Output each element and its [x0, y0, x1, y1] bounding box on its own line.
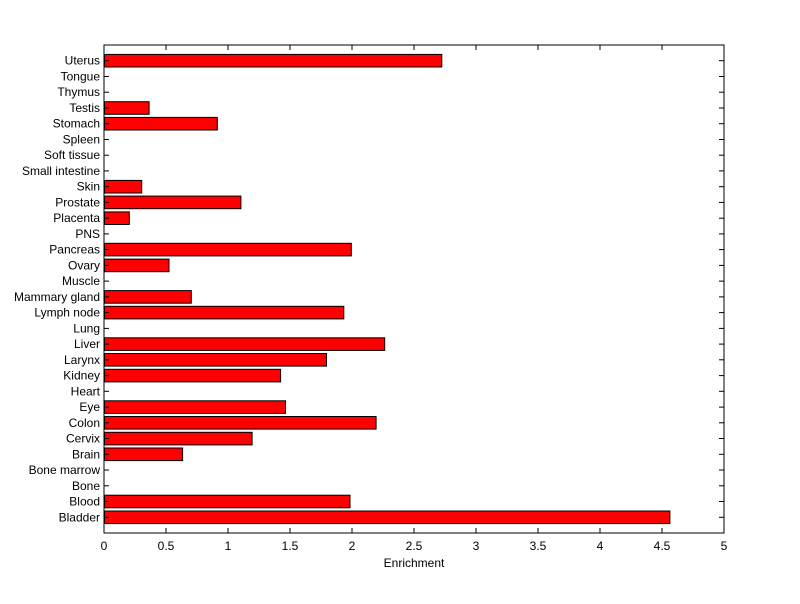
- x-tick-label: 0: [101, 539, 108, 553]
- y-tick-label: Bone: [72, 479, 100, 493]
- x-tick-label: 5: [721, 539, 728, 553]
- y-tick-label: Eye: [79, 400, 100, 414]
- y-tick-label: Skin: [77, 180, 100, 194]
- y-tick-label: Stomach: [53, 117, 100, 131]
- bar-lymph-node: [104, 305, 345, 320]
- y-tick-label: Lymph node: [34, 306, 100, 320]
- bar-larynx: [104, 353, 327, 367]
- y-tick-label: Blood: [69, 495, 100, 509]
- y-tick-label: Tongue: [61, 70, 101, 84]
- bar-skin: [104, 179, 143, 194]
- y-tick-label: Prostate: [55, 195, 100, 209]
- bar-liver: [104, 337, 386, 351]
- y-tick-label: Pancreas: [49, 243, 100, 257]
- x-axis-label: Enrichment: [384, 556, 445, 570]
- y-tick-label: Soft tissue: [44, 148, 100, 162]
- y-tick-label: Bladder: [59, 510, 100, 524]
- y-tick-label: Colon: [69, 416, 100, 430]
- bar-kidney: [104, 368, 282, 383]
- bar-ovary: [104, 258, 170, 273]
- y-tick-label: Spleen: [63, 133, 100, 147]
- x-tick-label: 2.5: [406, 539, 423, 553]
- y-tick-label: Muscle: [62, 274, 100, 288]
- x-tick-label: 2: [349, 539, 356, 553]
- x-tick-label: 4.5: [654, 539, 671, 553]
- x-tick-label: 0.5: [158, 539, 175, 553]
- bar-brain: [104, 447, 184, 462]
- bar-mammary-gland: [104, 290, 192, 304]
- y-tick-label: Placenta: [53, 211, 100, 225]
- y-tick-label: Mammary gland: [14, 290, 100, 304]
- bar-blood: [104, 494, 351, 509]
- x-tick-label: 4: [597, 539, 604, 553]
- y-tick-label: Liver: [74, 337, 100, 351]
- x-tick-label: 1: [225, 539, 232, 553]
- y-tick-label: Lung: [73, 321, 100, 335]
- y-tick-label: Larynx: [64, 353, 100, 367]
- bar-cervix: [104, 431, 253, 446]
- y-tick-label: PNS: [75, 227, 100, 241]
- x-tick-label: 1.5: [282, 539, 299, 553]
- bar-uterus: [104, 53, 443, 68]
- y-tick-label: Small intestine: [22, 164, 100, 178]
- y-tick-label: Testis: [69, 101, 100, 115]
- y-tick-label: Uterus: [65, 54, 100, 68]
- y-tick-label: Cervix: [66, 432, 100, 446]
- y-tick-label: Kidney: [63, 369, 100, 383]
- bar-prostate: [104, 195, 242, 210]
- bar-testis: [104, 101, 150, 115]
- bar-eye: [104, 400, 286, 414]
- y-tick-label: Thymus: [57, 85, 100, 99]
- bar-bladder: [104, 510, 671, 525]
- x-tick-label: 3: [473, 539, 480, 553]
- y-tick-label: Brain: [72, 447, 100, 461]
- bar-stomach: [104, 116, 218, 131]
- y-tick-label: Bone marrow: [29, 463, 101, 477]
- bar-pancreas: [104, 242, 352, 257]
- x-tick-label: 3.5: [530, 539, 547, 553]
- y-tick-label: Ovary: [68, 258, 100, 272]
- y-tick-label: Heart: [71, 384, 101, 398]
- bar-colon: [104, 416, 377, 430]
- plot-frame: [103, 44, 725, 534]
